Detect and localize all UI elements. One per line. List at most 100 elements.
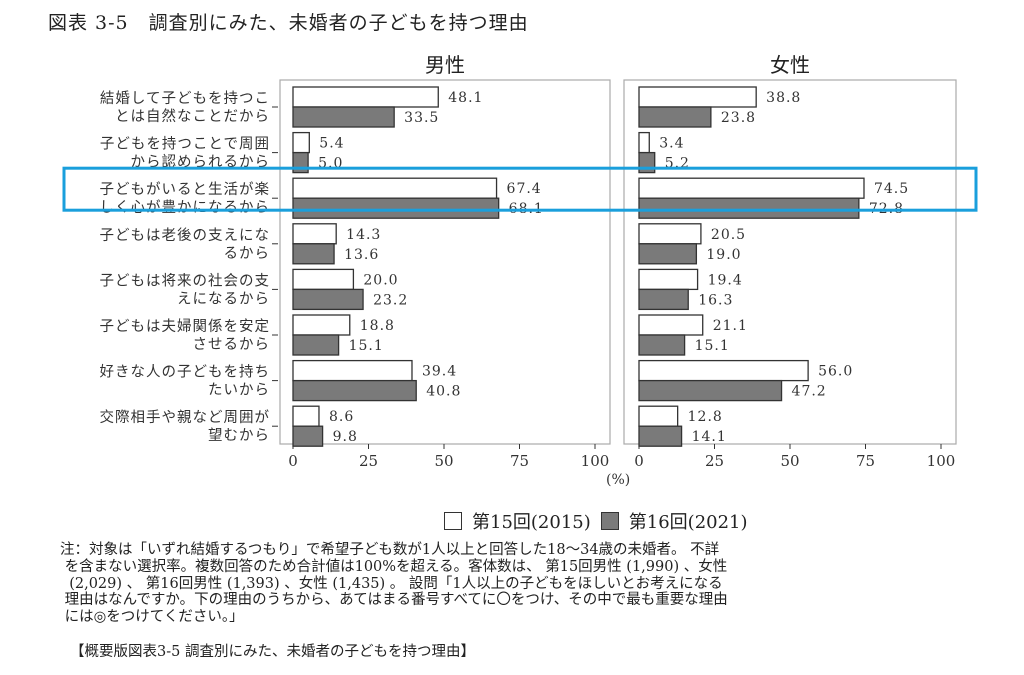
bar: [638, 106, 712, 128]
x-tick-label: 100: [581, 452, 610, 470]
data-label: 15.1: [349, 338, 384, 354]
category-label: 子どもは将来の社会の支: [100, 272, 271, 289]
legend-label-2021: 第16回(2021): [628, 512, 748, 533]
category-label: しく心が豊かになるから: [100, 199, 271, 216]
data-label: 40.8: [426, 384, 461, 400]
bar: [638, 334, 686, 356]
legend: 第15回(2015) 第16回(2021): [444, 508, 758, 534]
legend-item-2015: 第15回(2015): [444, 508, 591, 534]
bar: [292, 268, 355, 291]
bar: [292, 359, 413, 382]
bar: [638, 197, 860, 219]
x-tick-label: 100: [927, 452, 956, 470]
data-label: 47.2: [792, 384, 827, 400]
bar: [638, 359, 809, 382]
category-label: るから: [224, 245, 271, 262]
legend-swatch-2015: [444, 512, 462, 530]
data-label: 3.4: [659, 136, 684, 152]
data-label: 39.4: [422, 364, 457, 380]
data-label: 38.8: [766, 90, 801, 106]
bar: [638, 268, 699, 291]
x-tick-label: 0: [288, 452, 298, 470]
x-tick-label: 75: [510, 452, 529, 470]
category-label: 好きな人の子どもを持ち: [100, 364, 271, 381]
category-label: 交際相手や親など周囲が: [100, 408, 271, 426]
bar: [292, 425, 324, 447]
legend-item-2021: 第16回(2021): [600, 508, 748, 534]
x-tick-label: 25: [359, 452, 378, 470]
category-label: 子どもを持つことで周囲: [100, 136, 270, 153]
bar: [638, 86, 757, 108]
category-label: えになるから: [177, 290, 270, 307]
x-tick-label: 50: [780, 452, 799, 470]
category-label: とは自然なことだから: [115, 108, 270, 125]
bar: [292, 197, 500, 219]
data-label: 48.1: [448, 90, 483, 106]
panel-frame: [279, 79, 611, 445]
category-label: たいから: [208, 382, 270, 399]
panel-title: 男性: [425, 53, 465, 77]
x-axis-label: (%): [606, 472, 630, 488]
bar: [638, 288, 689, 311]
data-label: 18.8: [360, 318, 395, 334]
category-label: 子どもがいると生活が楽: [100, 181, 271, 198]
bar: [292, 223, 337, 245]
category-label: 子どもは老後の支えにな: [100, 227, 271, 244]
bar: [638, 425, 683, 447]
data-label: 23.2: [373, 292, 408, 308]
bar: [638, 379, 783, 402]
category-label: させるから: [193, 336, 271, 353]
notes: 注：対象は「いずれ結婚するつもり」で希望子ども数が1人以上と回答した18～34歳…: [60, 542, 728, 626]
data-label: 14.1: [692, 429, 727, 445]
category-label: から認められるから: [131, 154, 271, 171]
data-label: 16.3: [698, 292, 733, 308]
data-label: 20.0: [363, 272, 398, 288]
data-label: 19.4: [708, 272, 743, 288]
bar: [292, 177, 498, 199]
data-label: 15.1: [695, 338, 730, 354]
x-tick-label: 75: [856, 452, 875, 470]
data-label: 13.6: [344, 247, 379, 263]
bar: [292, 288, 364, 311]
category-label: 結婚して子どもを持つこ: [100, 90, 270, 107]
data-label: 5.4: [319, 136, 344, 152]
bar: [292, 243, 335, 265]
data-label: 33.5: [404, 110, 439, 126]
bar: [292, 405, 320, 427]
bar: [292, 379, 417, 402]
legend-label-2015: 第15回(2015): [472, 512, 591, 533]
category-label: 子どもは夫婦関係を安定: [100, 318, 271, 335]
x-tick-label: 25: [705, 452, 724, 470]
data-label: 67.4: [507, 181, 542, 197]
figure-title: 図表 3-5 調査別にみた、未婚者の子どもを持つ理由: [48, 12, 529, 34]
data-label: 20.5: [711, 227, 746, 243]
data-label: 23.8: [721, 110, 756, 126]
chart: 男性 0 25 50 75 100 48.1 5.4 67.4 14.3 20.0 18.8 39.4 8…: [62, 53, 978, 488]
legend-swatch-2021: [600, 512, 619, 530]
panel-title: 女性: [770, 53, 810, 77]
x-tick-label: 50: [434, 452, 453, 470]
bar: [292, 106, 395, 128]
bar: [638, 131, 650, 154]
bar: [292, 334, 340, 356]
category-label: 望むから: [208, 427, 270, 444]
bar: [638, 314, 704, 336]
caption: 【概要版図表3-5 調査別にみた、未婚者の子どもを持つ理由】: [70, 644, 475, 660]
bar: [292, 131, 310, 154]
data-label: 8.6: [329, 409, 354, 425]
data-label: 12.8: [688, 409, 723, 425]
bar: [638, 177, 865, 199]
bar: [638, 405, 679, 427]
data-label: 74.5: [874, 181, 909, 197]
data-label: 14.3: [346, 227, 381, 243]
bar: [292, 86, 439, 108]
bar: [638, 223, 702, 245]
data-label: 9.8: [333, 429, 358, 445]
data-label: 21.1: [713, 318, 748, 334]
bar: [638, 243, 698, 265]
data-label: 56.0: [818, 364, 853, 380]
data-label: 19.0: [706, 247, 741, 263]
bar: [292, 314, 351, 336]
highlight-box: [62, 166, 978, 212]
x-tick-label: 0: [634, 452, 644, 470]
